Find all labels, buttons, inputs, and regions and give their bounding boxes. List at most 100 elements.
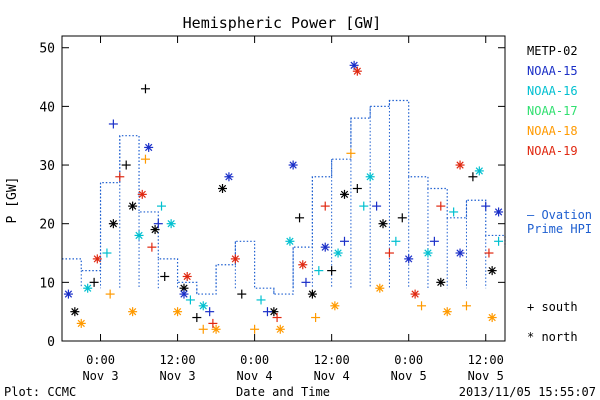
north-point	[70, 307, 80, 317]
north-point	[108, 219, 118, 229]
south-point	[153, 219, 163, 229]
north-point	[352, 66, 362, 76]
south-point	[147, 242, 157, 252]
north-point	[320, 242, 330, 252]
y-axis-label: P [GW]	[5, 177, 20, 224]
south-point	[311, 313, 321, 323]
south-point	[327, 266, 337, 276]
south-point	[436, 201, 446, 211]
x-tick-time: 0:00	[240, 353, 269, 367]
south-point	[417, 301, 427, 311]
data-points	[63, 60, 504, 334]
ovation-series	[61, 99, 506, 295]
legend: METP-02 NOAA-15 NOAA-16 NOAA-17 NOAA-18 NOAA-…	[527, 44, 592, 344]
footer-timestamp: 2013/11/05 15:55:07	[459, 385, 596, 399]
south-point	[105, 289, 115, 299]
north-point	[198, 301, 208, 311]
north-point	[494, 207, 504, 217]
north-point	[455, 160, 465, 170]
south-point	[250, 324, 260, 334]
south-point	[108, 119, 118, 129]
south-point	[115, 172, 125, 182]
x-tick-date: Nov 3	[160, 369, 196, 383]
south-point	[89, 277, 99, 287]
north-point	[63, 289, 73, 299]
footer-credit: Plot: CCMC	[4, 385, 76, 399]
y-tick-label: 30	[39, 159, 55, 174]
north-point	[307, 289, 317, 299]
south-point	[372, 201, 382, 211]
south-point	[320, 201, 330, 211]
north-point	[487, 266, 497, 276]
south-point	[314, 266, 324, 276]
north-point	[83, 283, 93, 293]
south-point	[468, 172, 478, 182]
north-point	[442, 307, 452, 317]
north-point	[211, 324, 221, 334]
x-tick-time: 12:00	[160, 353, 196, 367]
north-point	[339, 189, 349, 199]
north-point	[455, 248, 465, 258]
legend-item: NOAA-18	[527, 124, 578, 138]
legend-item: NOAA-19	[527, 144, 578, 158]
x-axis-label: Date and Time	[236, 385, 330, 399]
x-tick-date: Nov 5	[468, 369, 504, 383]
south-point	[391, 236, 401, 246]
marker-legend: + south	[527, 300, 578, 314]
south-point	[205, 307, 215, 317]
south-point	[397, 213, 407, 223]
north-point	[128, 307, 138, 317]
x-tick-date: Nov 4	[314, 369, 350, 383]
y-tick-label: 20	[39, 218, 55, 233]
x-tick-time: 0:00	[394, 353, 423, 367]
south-point	[429, 236, 439, 246]
north-point	[423, 248, 433, 258]
north-point	[365, 172, 375, 182]
x-tick-date: Nov 3	[82, 369, 118, 383]
south-point	[140, 154, 150, 164]
legend-ovation: — Ovation	[527, 208, 592, 222]
x-tick-date: Nov 5	[391, 369, 427, 383]
x-tick-time: 12:00	[314, 353, 350, 367]
south-point	[121, 160, 131, 170]
north-point	[285, 236, 295, 246]
north-point	[275, 324, 285, 334]
north-point	[173, 307, 183, 317]
north-point	[375, 283, 385, 293]
south-point	[102, 248, 112, 258]
chart-title: Hemispheric Power [GW]	[183, 14, 382, 32]
y-tick-label: 10	[39, 276, 55, 291]
south-point	[140, 84, 150, 94]
y-tick-label: 40	[39, 100, 55, 115]
north-point	[298, 260, 308, 270]
north-point	[134, 230, 144, 240]
north-point	[137, 189, 147, 199]
north-point	[474, 166, 484, 176]
legend-item: METP-02	[527, 44, 578, 58]
north-point	[150, 225, 160, 235]
north-point	[179, 289, 189, 299]
marker-legend: * north	[527, 330, 578, 344]
south-point	[352, 184, 362, 193]
axes: 0 10 20 30 40 50 0:00 Nov 3 12:00 Nov 3 0:00 Nov 4 1…	[39, 35, 506, 383]
north-point	[144, 142, 154, 152]
x-tick-date: Nov 4	[237, 369, 273, 383]
north-point	[128, 201, 138, 211]
ovation-step-line	[62, 99, 506, 295]
north-point	[182, 271, 192, 281]
south-point	[295, 213, 305, 223]
south-point	[359, 201, 369, 211]
south-point	[484, 248, 494, 258]
north-point	[288, 160, 298, 170]
x-tick-time: 12:00	[468, 353, 504, 367]
south-point	[237, 289, 247, 299]
south-point	[160, 271, 170, 281]
south-point	[494, 236, 504, 246]
north-point	[166, 219, 176, 229]
south-point	[461, 301, 471, 311]
north-point	[230, 254, 240, 264]
legend-item: NOAA-15	[527, 64, 578, 78]
north-point	[76, 318, 86, 328]
north-point	[487, 313, 497, 323]
